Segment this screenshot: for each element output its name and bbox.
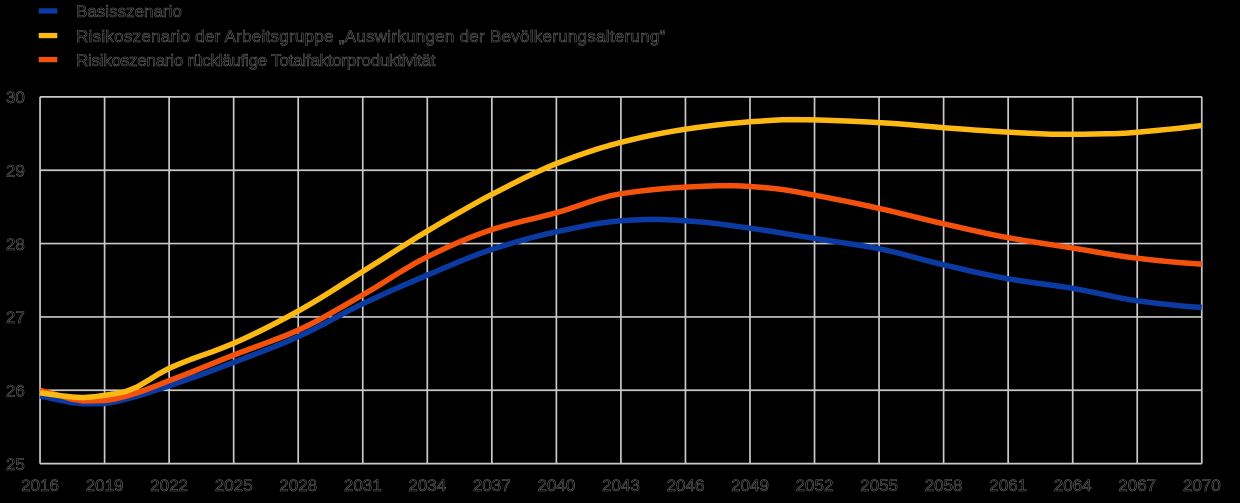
svg-text:2061: 2061 <box>989 476 1027 495</box>
svg-text:2058: 2058 <box>925 476 963 495</box>
svg-text:26: 26 <box>6 382 25 401</box>
svg-text:2037: 2037 <box>473 476 511 495</box>
svg-text:Risikoszenario rückläufige Tot: Risikoszenario rückläufige Totalfaktorpr… <box>76 51 436 70</box>
svg-text:2052: 2052 <box>796 476 834 495</box>
svg-text:2064: 2064 <box>1054 476 1092 495</box>
svg-text:2025: 2025 <box>215 476 253 495</box>
svg-text:2070: 2070 <box>1183 476 1221 495</box>
svg-text:30: 30 <box>6 88 25 107</box>
svg-text:2019: 2019 <box>86 476 124 495</box>
svg-text:2028: 2028 <box>279 476 317 495</box>
svg-text:2049: 2049 <box>731 476 769 495</box>
svg-text:2034: 2034 <box>408 476 446 495</box>
svg-text:2055: 2055 <box>860 476 898 495</box>
svg-text:29: 29 <box>6 161 25 180</box>
svg-text:Risikoszenario der Arbeitsgrup: Risikoszenario der Arbeitsgruppe „Auswir… <box>76 27 666 46</box>
svg-text:25: 25 <box>6 455 25 474</box>
svg-text:2022: 2022 <box>150 476 188 495</box>
svg-text:2043: 2043 <box>602 476 640 495</box>
svg-text:2016: 2016 <box>21 476 59 495</box>
svg-text:27: 27 <box>6 308 25 327</box>
svg-text:2046: 2046 <box>667 476 705 495</box>
svg-text:2031: 2031 <box>344 476 382 495</box>
svg-text:2067: 2067 <box>1118 476 1156 495</box>
svg-text:28: 28 <box>6 235 25 254</box>
svg-text:2040: 2040 <box>537 476 575 495</box>
svg-text:Basisszenario: Basisszenario <box>76 2 182 21</box>
